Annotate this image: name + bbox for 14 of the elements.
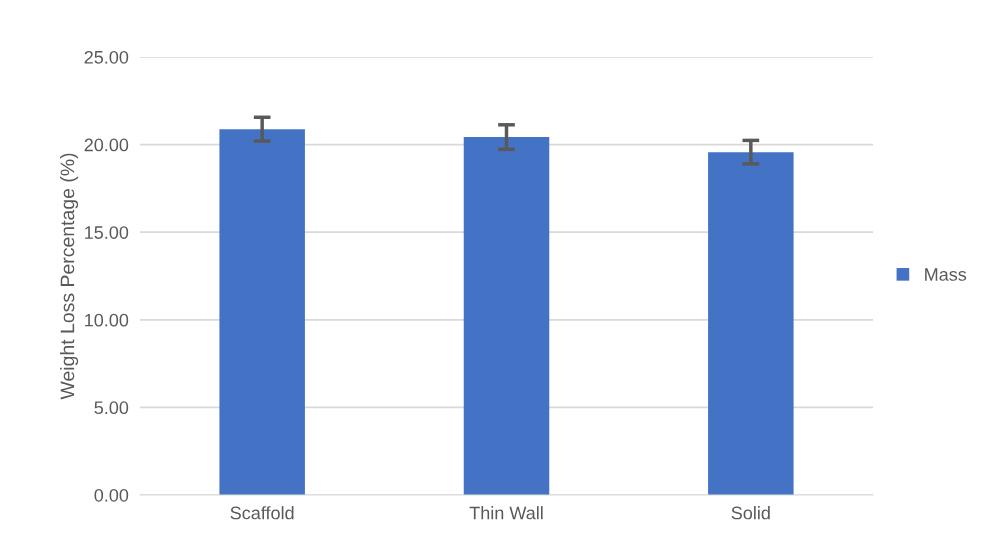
legend-label: Mass xyxy=(925,268,967,281)
y-tick-label: 5.00 xyxy=(94,401,129,415)
x-tick-label: Solid xyxy=(731,506,770,520)
x-tick-label: Scaffold xyxy=(230,506,294,520)
y-tick-label: 15.00 xyxy=(85,226,129,239)
y-tick-label: 0.00 xyxy=(94,488,129,502)
bar xyxy=(708,152,794,495)
bar xyxy=(463,137,550,495)
bar xyxy=(219,129,305,495)
y-tick-label: 10.00 xyxy=(85,313,129,327)
x-tick-label: Thin Wall xyxy=(469,506,543,520)
y-axis-title: Weight Loss Percentage (%) xyxy=(60,153,79,400)
y-tick-label: 20.00 xyxy=(84,138,129,152)
y-tick-label: 25.00 xyxy=(84,50,129,64)
